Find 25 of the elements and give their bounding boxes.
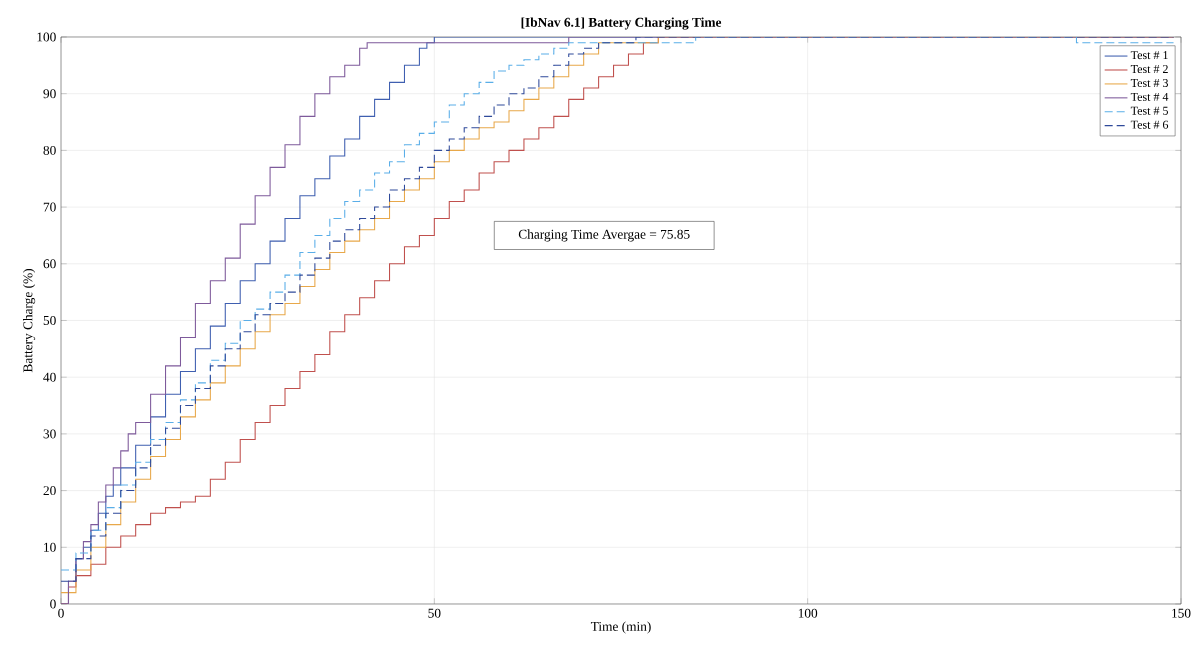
y-tick-label: 80 bbox=[43, 145, 56, 155]
legend-label: Test # 2 bbox=[1130, 65, 1168, 74]
x-tick-label: 0 bbox=[58, 608, 64, 618]
y-tick-label: 70 bbox=[43, 202, 56, 212]
y-tick-label: 60 bbox=[43, 259, 56, 269]
y-tick-label: 30 bbox=[43, 429, 56, 439]
y-tick-label: 100 bbox=[37, 32, 56, 42]
y-tick-label: 40 bbox=[43, 372, 56, 382]
x-tick-label: 100 bbox=[798, 608, 818, 618]
y-tick-label: 10 bbox=[44, 542, 56, 552]
legend-label: Test # 5 bbox=[1130, 106, 1169, 115]
legend-label: Test # 1 bbox=[1130, 51, 1168, 60]
legend-label: Test # 3 bbox=[1130, 78, 1169, 88]
y-tick-label: 50 bbox=[43, 315, 56, 325]
y-axis-title: Battery Charge (%) bbox=[23, 269, 36, 373]
legend-label: Test # 6 bbox=[1130, 120, 1169, 129]
x-tick-label: 50 bbox=[428, 608, 441, 618]
y-tick-label: 0 bbox=[50, 599, 56, 609]
x-tick-label: 150 bbox=[1172, 608, 1191, 618]
y-tick-label: 90 bbox=[43, 89, 56, 99]
y-tick-label: 20 bbox=[43, 486, 56, 496]
chart-title: [IbNav 6.1] Battery Charging Time bbox=[521, 17, 722, 30]
legend-label: Test # 4 bbox=[1130, 92, 1169, 101]
x-axis-title: Time (min) bbox=[590, 621, 651, 634]
annotation: Charging Time Avergae = 75.85 bbox=[518, 229, 690, 242]
